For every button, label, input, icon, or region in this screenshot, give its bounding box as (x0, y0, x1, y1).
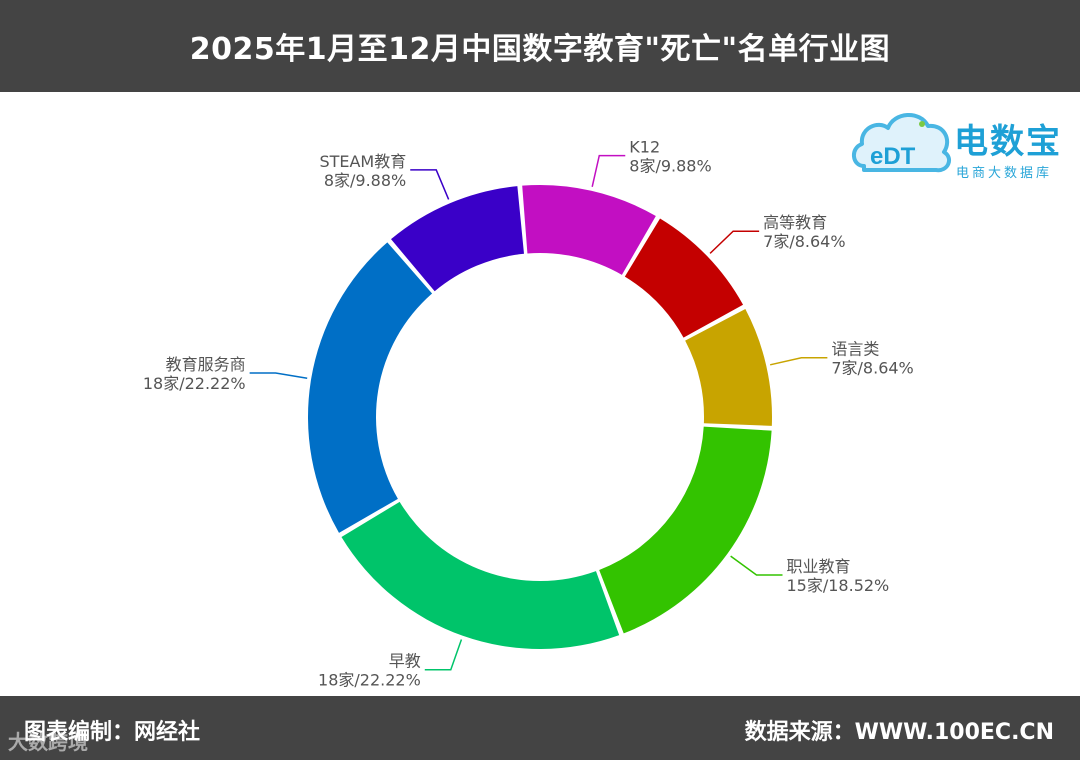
title-bar: 2025年1月至12月中国数字教育"死亡"名单行业图 (0, 0, 1080, 92)
slice-value-label: 8家/9.88% (629, 157, 711, 176)
footer-credit: 图表编制：网经社 (24, 720, 201, 745)
slice-category-label: 教育服务商 (166, 355, 246, 374)
slice-value-label: 18家/22.22% (143, 374, 246, 393)
slice-value-label: 7家/8.64% (831, 359, 913, 378)
logo-name: 电数宝 (954, 122, 1062, 162)
slice-category-label: 语言类 (831, 340, 879, 359)
slice-value-label: 8家/9.88% (324, 171, 406, 190)
slice-category-label: 早教 (389, 652, 421, 671)
cloud-logo-icon: eDT (852, 113, 952, 173)
leader-line-6 (410, 169, 450, 200)
slice-category-label: STEAM教育 (319, 152, 406, 171)
leader-line-5 (249, 372, 308, 380)
slice-1 (624, 218, 744, 338)
slice-3 (599, 426, 772, 634)
chart-title: 2025年1月至12月中国数字教育"死亡"名单行业图 (189, 32, 891, 67)
leader-line-1 (709, 230, 760, 254)
slice-value-label: 7家/8.64% (763, 232, 845, 251)
slice-value-label: 15家/18.52% (787, 576, 890, 595)
leader-line-4 (424, 639, 463, 671)
slice-6 (391, 186, 524, 292)
slice-value-label: 18家/22.22% (318, 671, 421, 690)
slice-4 (341, 501, 620, 650)
slice-category-label: K12 (629, 138, 660, 157)
slice-5 (308, 242, 433, 533)
donut-chart: K128家/9.88%高等教育7家/8.64%语言类7家/8.64%职业教育15… (143, 138, 914, 690)
slice-2 (685, 309, 773, 426)
logo-mark: eDT (870, 143, 916, 170)
leader-line-0 (591, 154, 626, 188)
slice-category-label: 职业教育 (787, 557, 851, 576)
slice-0 (522, 185, 656, 275)
logo: eDT 电数宝 电商大数据库 (850, 100, 1070, 190)
watermark: 大数跨境 (8, 730, 88, 754)
leader-line-2 (769, 356, 828, 366)
logo-subtitle: 电商大数据库 (956, 166, 1053, 181)
leader-line-3 (730, 555, 783, 576)
footer-source: 数据来源：WWW.100EC.CN (744, 720, 1054, 745)
slice-category-label: 高等教育 (763, 213, 827, 232)
footer-bar: 图表编制：网经社 数据来源：WWW.100EC.CN (0, 696, 1080, 760)
